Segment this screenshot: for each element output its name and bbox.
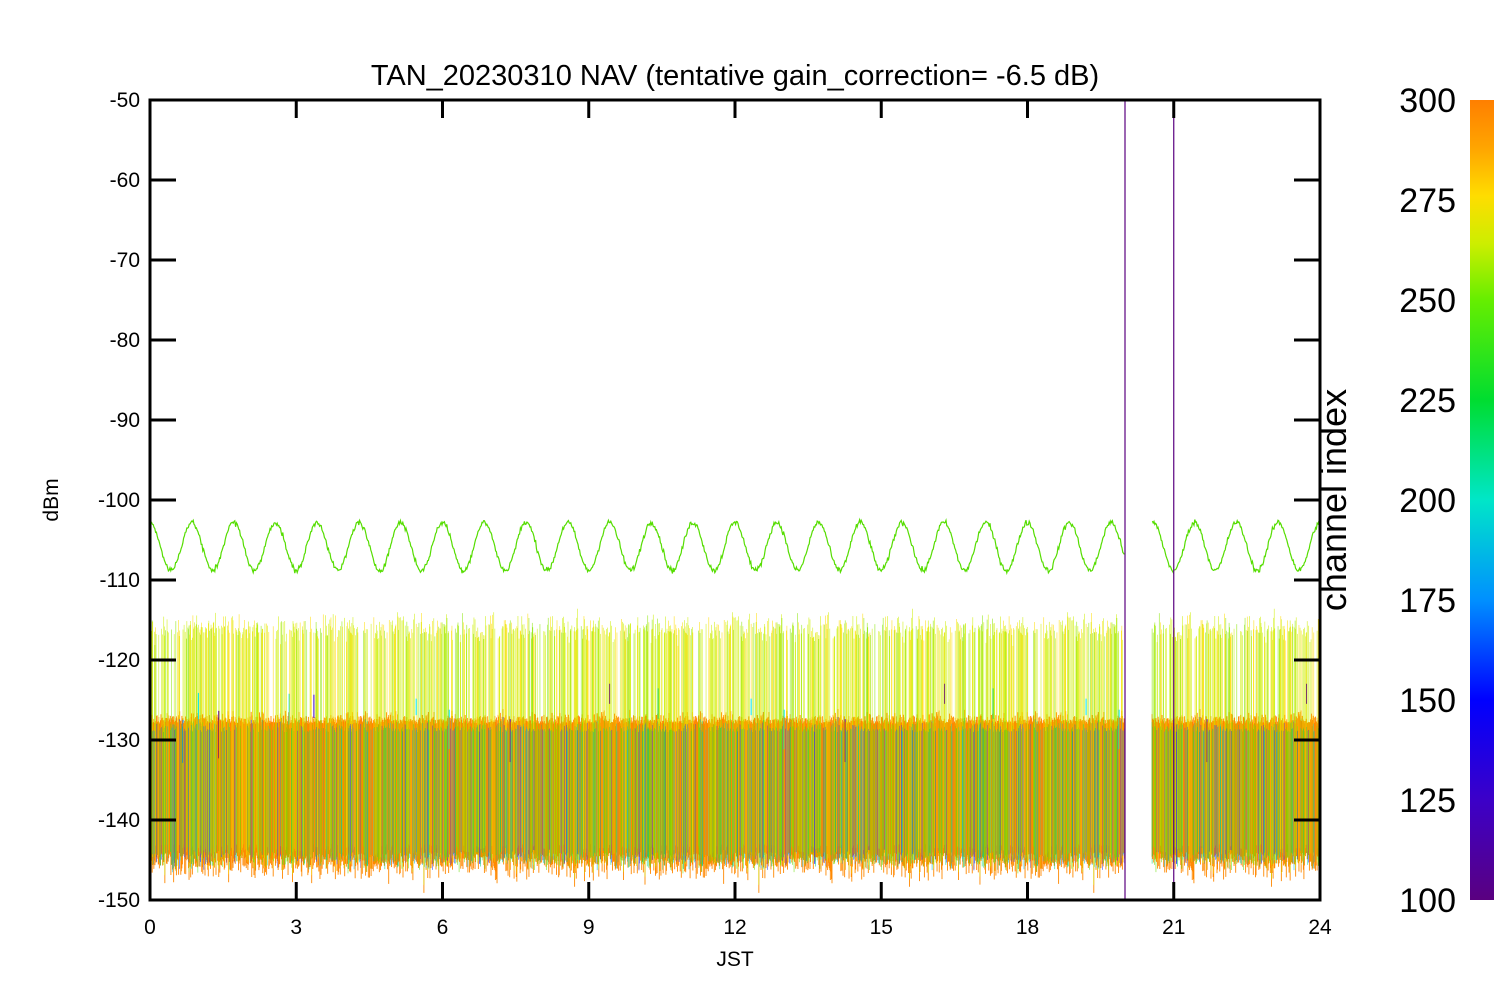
series-sinusoid bbox=[150, 517, 1320, 576]
x-tick-label: 18 bbox=[1016, 916, 1039, 939]
x-tick-label: 9 bbox=[583, 916, 595, 939]
x-tick-label: 6 bbox=[437, 916, 449, 939]
colorbar-tick-label: 275 bbox=[1399, 182, 1456, 220]
y-tick-label: -130 bbox=[98, 729, 140, 752]
x-tick-label: 0 bbox=[144, 916, 156, 939]
series-sinusoid-line bbox=[150, 517, 1125, 576]
y-tick-label: -90 bbox=[110, 409, 140, 432]
colorbar-tick-label: 175 bbox=[1399, 582, 1456, 620]
chart-title: TAN_20230310 NAV (tentative gain_correct… bbox=[371, 60, 1099, 92]
colorbar-tick-label: 100 bbox=[1399, 882, 1456, 920]
y-tick-label: -150 bbox=[98, 889, 140, 912]
colorbar-tick-label: 225 bbox=[1399, 382, 1456, 420]
y-tick-label: -60 bbox=[110, 169, 140, 192]
y-axis-label: dBm bbox=[40, 478, 63, 521]
x-tick-label: 21 bbox=[1162, 916, 1185, 939]
x-tick-label: 24 bbox=[1308, 916, 1332, 939]
y-tick-label: -50 bbox=[110, 89, 140, 112]
colorbar-tick-label: 200 bbox=[1399, 482, 1456, 520]
x-tick-label: 3 bbox=[290, 916, 302, 939]
colorbar-label: channel index bbox=[1313, 389, 1354, 611]
y-tick-label: -120 bbox=[98, 649, 140, 672]
series-sinusoid-line bbox=[1151, 518, 1320, 575]
y-tick-label: -140 bbox=[98, 809, 140, 832]
x-axis-label: JST bbox=[716, 948, 754, 971]
colorbar-tick-label: 300 bbox=[1399, 82, 1456, 120]
x-tick-label: 15 bbox=[870, 916, 893, 939]
y-tick-label: -100 bbox=[98, 489, 140, 512]
colorbar-tick-label: 250 bbox=[1399, 282, 1456, 320]
colorbar bbox=[1470, 100, 1494, 900]
y-tick-label: -80 bbox=[110, 329, 140, 352]
axes: 0 3 6 9 12 15 18 21 24 -50 -60 -70 -80 -90 -100 -110 -12… bbox=[98, 89, 1332, 939]
plot-area bbox=[150, 100, 1320, 900]
series-noise-band bbox=[150, 608, 1320, 893]
y-tick-label: -110 bbox=[100, 569, 140, 592]
colorbar-tick-label: 150 bbox=[1399, 682, 1456, 720]
colorbar-tick-label: 125 bbox=[1399, 782, 1456, 820]
y-tick-label: -70 bbox=[110, 249, 140, 272]
x-tick-label: 12 bbox=[723, 916, 746, 939]
colorbar-ticks: 100 125 150 175 200 225 250 275 300 bbox=[1399, 82, 1456, 920]
